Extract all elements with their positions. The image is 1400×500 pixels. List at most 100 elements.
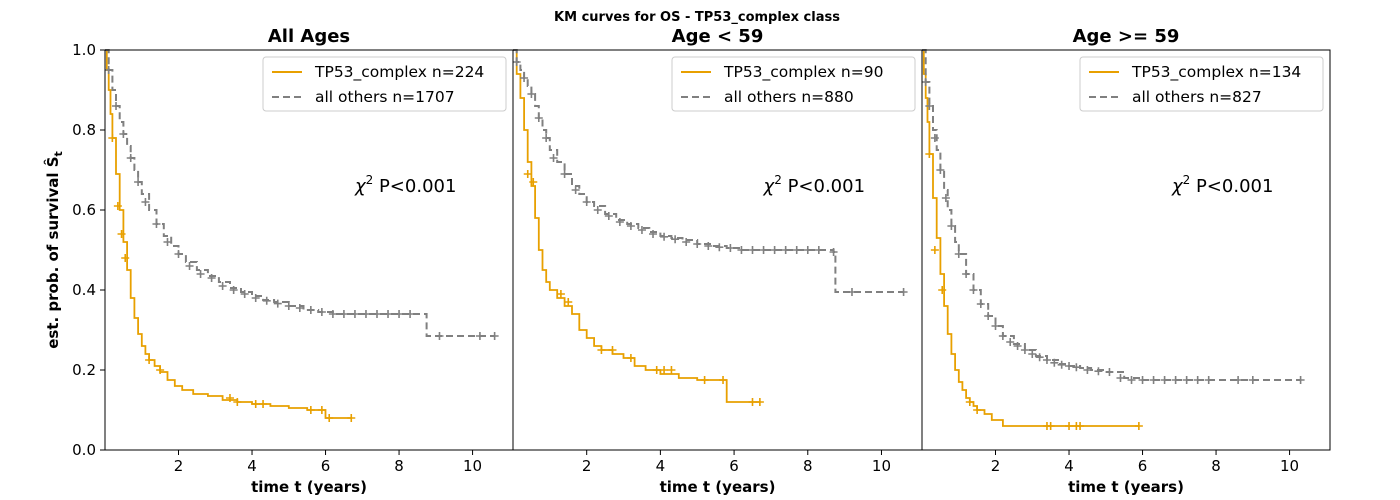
x-tick-label: 6 bbox=[729, 457, 739, 475]
km-curve-tp53 bbox=[513, 49, 760, 403]
chi-square-annotation: χ2 P<0.001 bbox=[763, 173, 866, 197]
chi-symbol: χ bbox=[763, 176, 776, 197]
y-axis-label-text: est. prob. of survival Ŝ bbox=[43, 156, 62, 348]
censor-mark-others bbox=[693, 240, 702, 248]
censor-mark-others bbox=[941, 194, 950, 202]
censor-mark-tp53 bbox=[1134, 422, 1143, 430]
censor-mark-others bbox=[649, 230, 658, 238]
censor-mark-tp53 bbox=[973, 406, 982, 414]
panel-1: All Ages 2 4 6 8 10 time t (years) 0.0 0.2 0.4 0.6… bbox=[72, 26, 514, 496]
x-tick-label: 2 bbox=[991, 457, 1001, 475]
x-tick-label: 8 bbox=[1211, 457, 1221, 475]
x-tick-label: 8 bbox=[394, 457, 404, 475]
censor-mark-others bbox=[682, 238, 691, 246]
censor-mark-tp53 bbox=[117, 230, 126, 238]
x-tick-label: 10 bbox=[872, 457, 891, 475]
censor-mark-others bbox=[748, 246, 757, 254]
censor-mark-others bbox=[1248, 376, 1257, 384]
censor-mark-tp53 bbox=[748, 398, 757, 406]
censor-mark-others bbox=[262, 296, 271, 305]
censor-mark-others bbox=[582, 198, 591, 206]
censor-mark-tp53 bbox=[1076, 422, 1085, 430]
censor-mark-others bbox=[947, 222, 956, 230]
legend-label-others: all others n=827 bbox=[1132, 88, 1262, 106]
censor-mark-others bbox=[251, 294, 260, 302]
censor-mark-others bbox=[1028, 350, 1037, 358]
censor-mark-others bbox=[991, 322, 1000, 330]
censor-mark-tp53 bbox=[700, 376, 709, 384]
censor-mark-others bbox=[1138, 376, 1147, 384]
censor-mark-others bbox=[196, 270, 205, 278]
censor-mark-tp53 bbox=[556, 290, 565, 298]
x-tick-label: 10 bbox=[463, 457, 482, 475]
y-axis-label: est. prob. of survival Ŝt bbox=[43, 151, 65, 349]
x-tick-label: 6 bbox=[1138, 457, 1148, 475]
censor-mark-others bbox=[542, 134, 551, 142]
legend-label-tp53: TP53_complex n=134 bbox=[1131, 63, 1301, 82]
censor-mark-others bbox=[163, 238, 172, 246]
censor-mark-others bbox=[726, 244, 735, 252]
censor-mark-others bbox=[490, 332, 499, 340]
censor-mark-tp53 bbox=[523, 170, 532, 178]
censor-mark-others bbox=[141, 198, 150, 206]
x-tick-label: 6 bbox=[321, 457, 331, 475]
x-tick-label: 4 bbox=[247, 457, 257, 475]
x-tick-label: 8 bbox=[803, 457, 813, 475]
censor-mark-others bbox=[969, 286, 978, 294]
censor-mark-tp53 bbox=[925, 150, 934, 158]
censor-mark-tp53 bbox=[1065, 422, 1074, 430]
censor-mark-others bbox=[660, 232, 669, 241]
censor-mark-tp53 bbox=[1046, 422, 1055, 430]
censor-mark-others bbox=[1234, 376, 1243, 384]
panel-title: All Ages bbox=[268, 26, 350, 47]
censor-mark-tp53 bbox=[259, 400, 268, 408]
chi-symbol: χ bbox=[354, 176, 367, 197]
censor-mark-others bbox=[152, 220, 161, 228]
y-tick-label: 1.0 bbox=[72, 41, 96, 59]
censor-mark-others bbox=[615, 218, 624, 226]
censor-mark-others bbox=[1072, 363, 1081, 372]
censor-mark-others bbox=[962, 270, 971, 278]
censor-mark-others bbox=[1042, 356, 1051, 364]
censor-mark-others bbox=[185, 262, 194, 270]
censor-mark-others bbox=[229, 286, 238, 294]
censor-mark-others bbox=[814, 246, 823, 254]
censor-mark-others bbox=[295, 304, 304, 312]
censor-mark-others bbox=[998, 332, 1007, 340]
censor-mark-others bbox=[626, 222, 635, 230]
y-tick-label: 0.4 bbox=[72, 281, 96, 299]
censor-mark-tp53 bbox=[965, 398, 974, 406]
censor-mark-others bbox=[954, 250, 963, 258]
censor-mark-others bbox=[571, 186, 580, 194]
censor-mark-others bbox=[1050, 358, 1059, 367]
x-tick-label: 4 bbox=[1064, 457, 1074, 475]
censor-mark-others bbox=[1057, 360, 1066, 369]
censor-mark-others bbox=[174, 250, 183, 258]
censor-mark-others bbox=[984, 312, 993, 320]
censor-mark-others bbox=[1171, 376, 1180, 384]
censor-mark-others bbox=[112, 102, 121, 110]
p-value-text: P<0.001 bbox=[373, 176, 456, 197]
x-axis-label: time t (years) bbox=[1068, 478, 1184, 496]
censor-mark-others bbox=[704, 242, 713, 250]
x-tick-label: 4 bbox=[656, 457, 666, 475]
p-value-text: P<0.001 bbox=[782, 176, 865, 197]
censor-mark-others bbox=[737, 246, 746, 254]
censor-mark-tp53 bbox=[145, 356, 154, 364]
figure-suptitle: KM curves for OS - TP53_complex class bbox=[554, 10, 840, 25]
legend-label-others: all others n=1707 bbox=[315, 88, 455, 106]
legend-label-others: all others n=880 bbox=[724, 88, 854, 106]
censor-mark-others bbox=[1193, 376, 1202, 384]
axes-frame bbox=[921, 49, 1331, 451]
x-axis-label: time t (years) bbox=[660, 478, 776, 496]
chi-superscript: 2 bbox=[1183, 173, 1191, 187]
chi-symbol: χ bbox=[1171, 176, 1184, 197]
censor-mark-tp53 bbox=[652, 366, 661, 374]
censor-mark-tp53 bbox=[113, 202, 122, 210]
censor-mark-others bbox=[218, 282, 227, 290]
y-tick-label: 0.0 bbox=[72, 441, 96, 459]
censor-mark-others bbox=[527, 90, 536, 98]
